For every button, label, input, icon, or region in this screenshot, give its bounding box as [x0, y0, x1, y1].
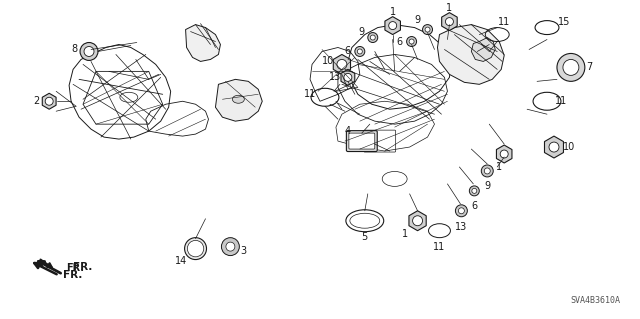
- Circle shape: [357, 49, 362, 54]
- Circle shape: [481, 165, 493, 177]
- Text: 10: 10: [322, 56, 334, 66]
- Text: 1: 1: [401, 229, 408, 239]
- Polygon shape: [497, 145, 512, 163]
- Circle shape: [388, 22, 397, 30]
- Circle shape: [484, 168, 490, 174]
- Text: 1: 1: [446, 3, 452, 13]
- Text: 15: 15: [557, 17, 570, 26]
- Circle shape: [456, 205, 467, 217]
- Text: 6: 6: [471, 201, 477, 211]
- Text: 10: 10: [563, 142, 575, 152]
- Text: 6: 6: [397, 36, 403, 47]
- Text: 4: 4: [345, 126, 351, 136]
- Circle shape: [557, 54, 585, 81]
- Text: 3: 3: [240, 246, 246, 256]
- Polygon shape: [385, 17, 401, 34]
- Circle shape: [221, 238, 239, 256]
- Circle shape: [355, 47, 365, 56]
- Circle shape: [422, 25, 433, 34]
- Text: FR.: FR.: [66, 263, 84, 272]
- FancyBboxPatch shape: [346, 130, 377, 152]
- Text: 2: 2: [33, 96, 40, 106]
- Text: 14: 14: [175, 256, 187, 265]
- FancyBboxPatch shape: [349, 133, 375, 149]
- Polygon shape: [442, 13, 457, 31]
- Text: 9: 9: [359, 26, 365, 37]
- Text: 11: 11: [498, 17, 510, 26]
- Text: 8: 8: [71, 44, 77, 55]
- Text: FR.: FR.: [63, 271, 83, 280]
- Circle shape: [469, 186, 479, 196]
- Polygon shape: [438, 25, 504, 84]
- Text: 13: 13: [329, 72, 341, 82]
- Circle shape: [80, 42, 98, 60]
- Circle shape: [445, 18, 453, 26]
- Circle shape: [337, 59, 347, 70]
- Text: SVA4B3610A: SVA4B3610A: [571, 296, 621, 305]
- Text: 7: 7: [586, 63, 592, 72]
- Ellipse shape: [232, 95, 244, 103]
- Text: FR.: FR.: [73, 262, 92, 271]
- Ellipse shape: [188, 241, 204, 257]
- Circle shape: [406, 37, 417, 47]
- Circle shape: [226, 242, 235, 251]
- Circle shape: [84, 47, 94, 56]
- Text: 11: 11: [555, 96, 567, 106]
- Text: 13: 13: [455, 222, 467, 232]
- Polygon shape: [471, 38, 495, 62]
- Polygon shape: [216, 79, 262, 121]
- Circle shape: [45, 97, 53, 105]
- Polygon shape: [333, 55, 351, 74]
- Text: 1: 1: [496, 162, 502, 172]
- Polygon shape: [409, 211, 426, 231]
- Text: 11: 11: [304, 89, 316, 99]
- Circle shape: [563, 59, 579, 75]
- Polygon shape: [545, 136, 563, 158]
- Circle shape: [368, 33, 378, 42]
- Polygon shape: [42, 93, 56, 109]
- Circle shape: [344, 73, 352, 81]
- Circle shape: [371, 35, 375, 40]
- Circle shape: [458, 208, 465, 214]
- Polygon shape: [186, 25, 220, 62]
- Text: 6: 6: [345, 47, 351, 56]
- Text: 9: 9: [415, 15, 420, 25]
- Circle shape: [409, 39, 414, 44]
- Circle shape: [425, 27, 430, 32]
- Text: 1: 1: [390, 7, 396, 17]
- Polygon shape: [341, 70, 355, 85]
- Circle shape: [472, 189, 477, 193]
- Text: 9: 9: [484, 181, 490, 191]
- Text: 5: 5: [362, 232, 368, 242]
- Text: 11: 11: [433, 241, 445, 252]
- Ellipse shape: [184, 238, 207, 260]
- Circle shape: [549, 142, 559, 152]
- Circle shape: [413, 216, 422, 226]
- Circle shape: [500, 150, 508, 158]
